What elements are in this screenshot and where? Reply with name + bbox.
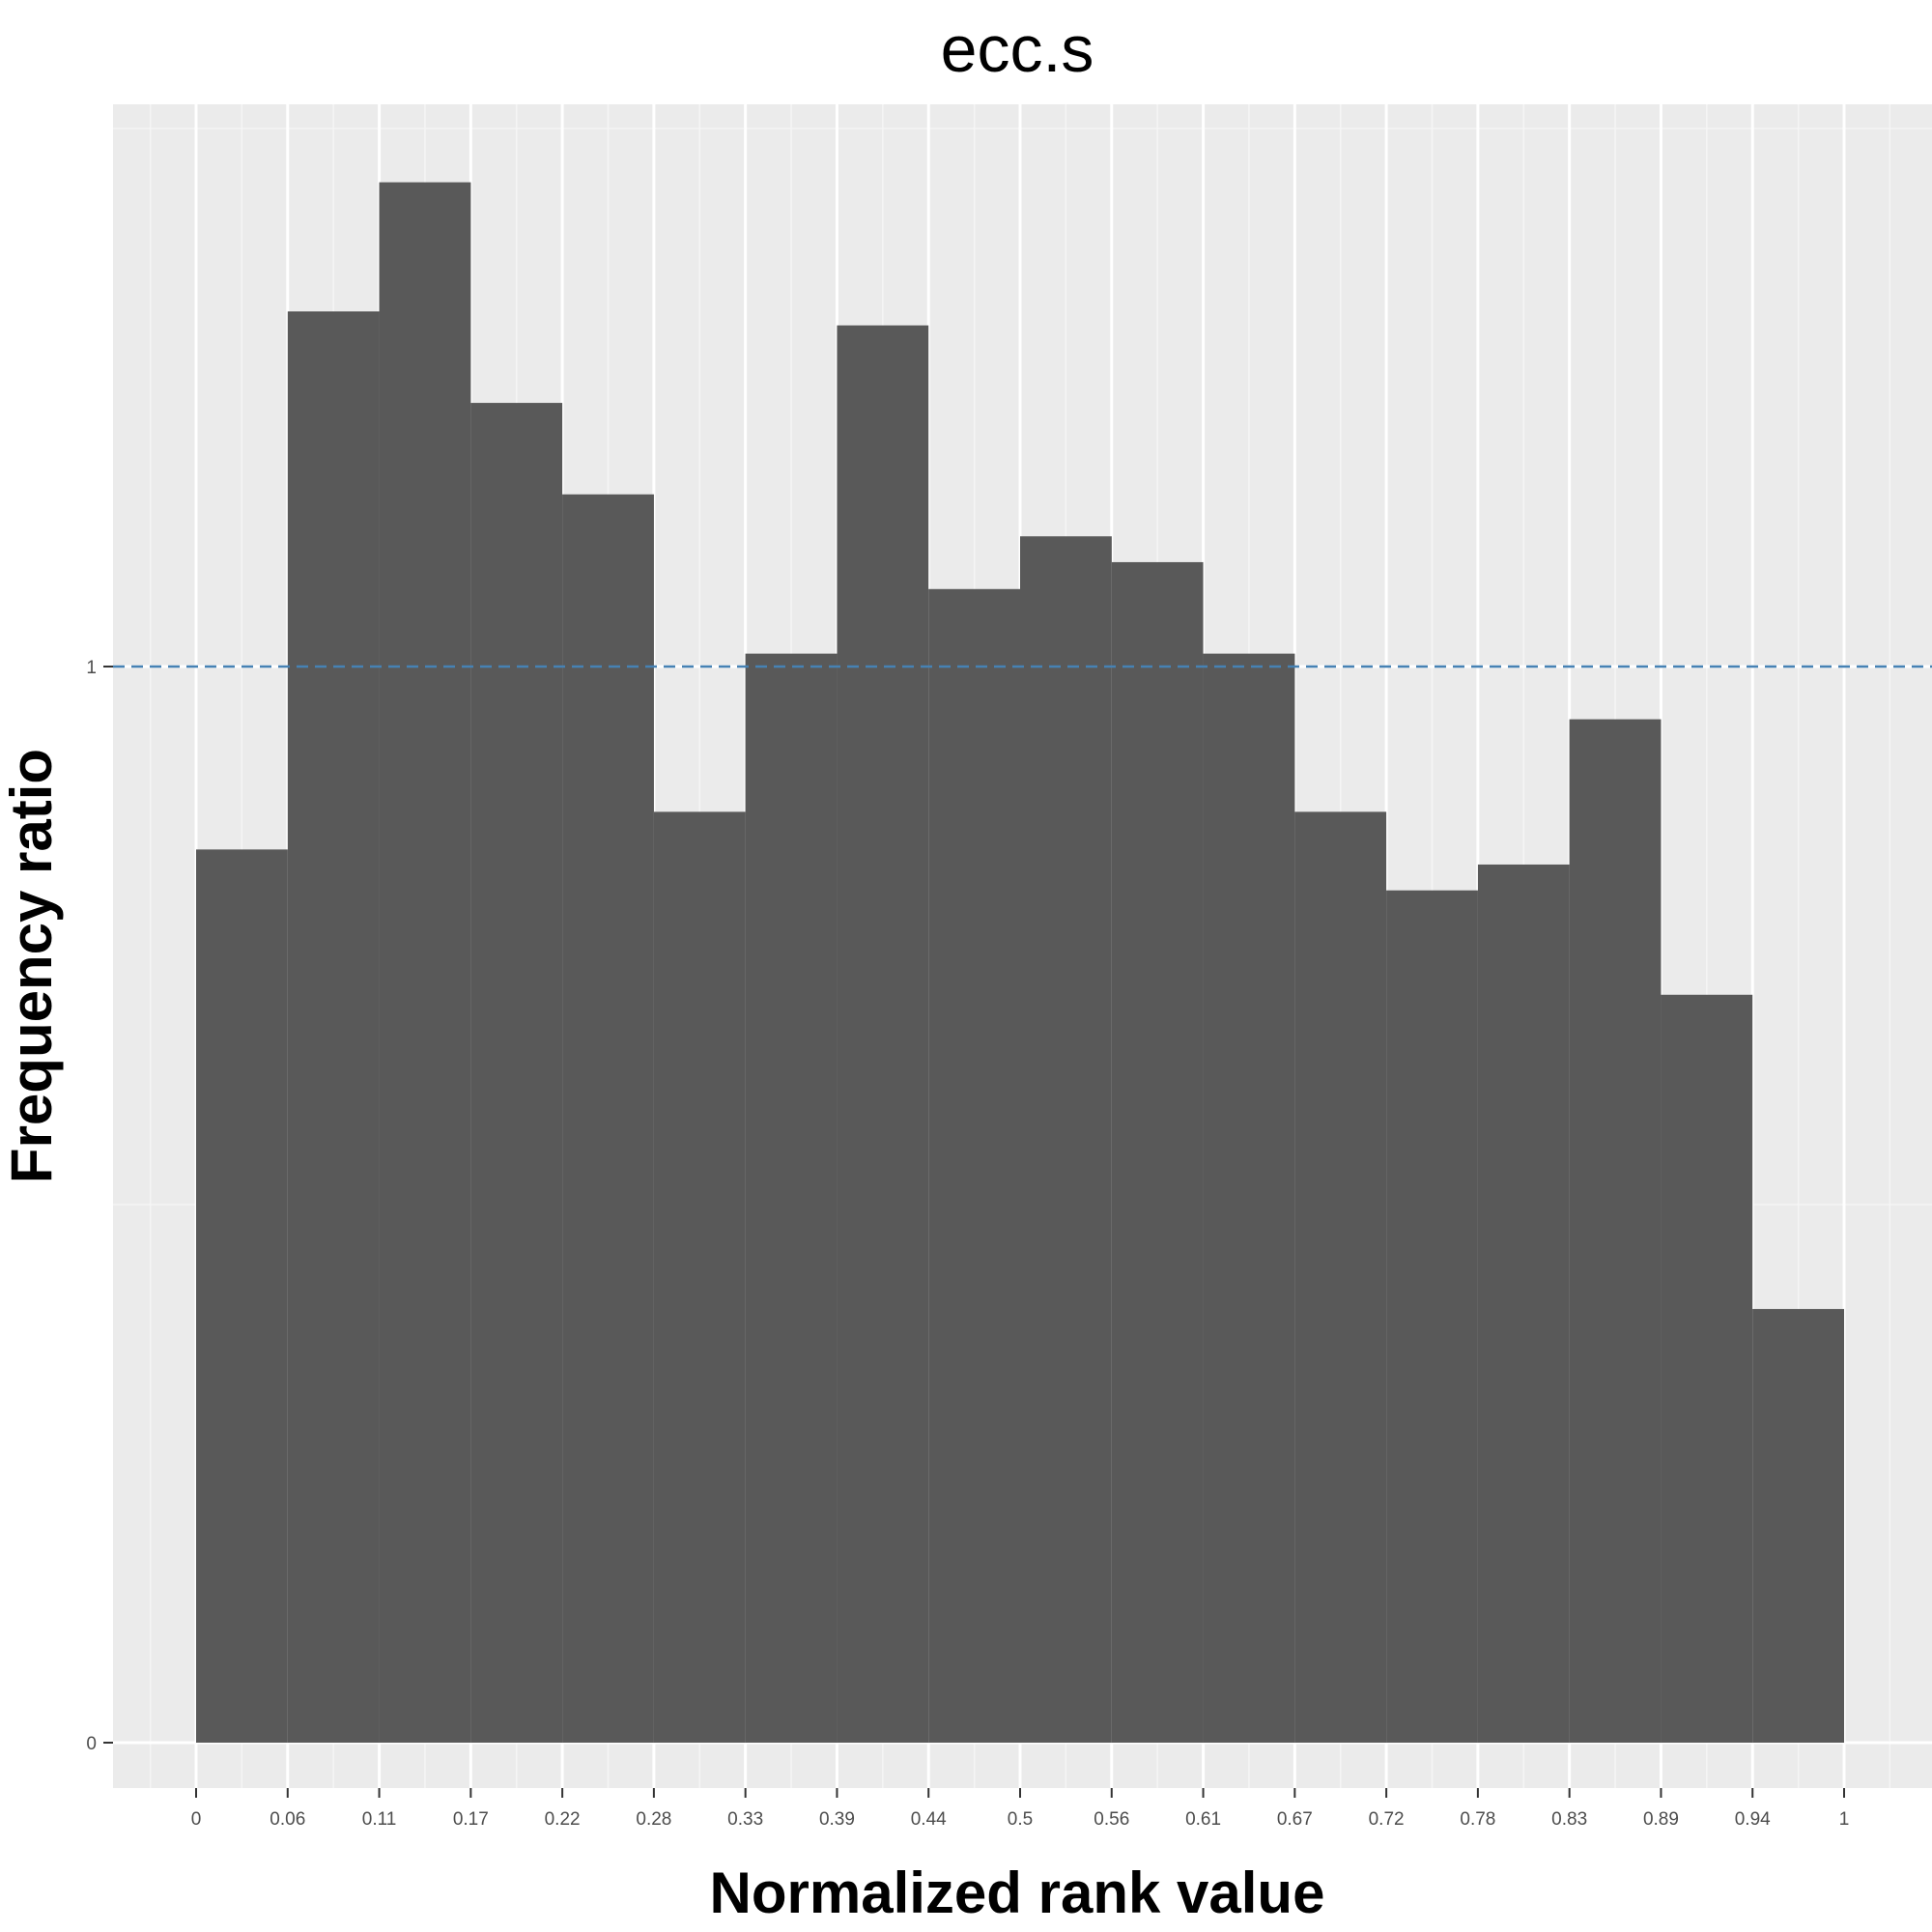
chart-title: ecc.s: [941, 13, 1094, 86]
histogram-bar: [1752, 1309, 1844, 1743]
histogram-bar: [287, 311, 380, 1743]
histogram-bar: [1294, 811, 1387, 1743]
x-tick-label: 0.89: [1643, 1809, 1679, 1830]
x-tick-label: 0.33: [727, 1809, 763, 1830]
histogram-bar: [1020, 536, 1112, 1743]
x-tick-label: 0.56: [1094, 1809, 1129, 1830]
x-tick-label: 0.06: [270, 1809, 305, 1830]
x-tick-label: 0.44: [911, 1809, 947, 1830]
x-tick-label: 0.28: [636, 1809, 671, 1830]
x-tick-label: 0.22: [545, 1809, 581, 1830]
x-tick-label: 0.72: [1369, 1809, 1405, 1830]
x-axis-title: Normalized rank value: [710, 1861, 1325, 1925]
x-tick-label: 1: [1839, 1809, 1850, 1830]
histogram-bar: [1386, 890, 1478, 1743]
x-tick-label: 0.83: [1551, 1809, 1587, 1830]
x-tick-label: 0.94: [1735, 1809, 1771, 1830]
x-tick-label: 0.11: [362, 1809, 397, 1830]
histogram-bar: [470, 403, 563, 1743]
y-axis-title: Frequency ratio: [0, 749, 64, 1183]
histogram-bar: [1661, 994, 1753, 1743]
histogram-bar: [1569, 719, 1662, 1744]
histogram-bar: [562, 494, 654, 1743]
histogram-bar: [928, 588, 1020, 1743]
histogram-bar: [1111, 561, 1204, 1743]
x-axis: 0 0.06 0.11 0.17 0.22 0.28 0.33 0.39 0.44 0.5 0.56…: [191, 1788, 1850, 1830]
histogram-bar: [837, 325, 929, 1743]
histogram-bar: [745, 653, 838, 1743]
x-tick-label: 0.17: [453, 1809, 489, 1830]
histogram-bar: [196, 849, 288, 1743]
x-tick-label: 0.5: [1008, 1809, 1033, 1830]
x-tick-label: 0: [191, 1809, 202, 1830]
y-tick-label: 0: [86, 1734, 97, 1754]
histogram-bar: [1477, 864, 1570, 1743]
y-tick-label: 1: [86, 658, 97, 678]
histogram-bar: [653, 811, 746, 1743]
x-tick-label: 0.67: [1277, 1809, 1313, 1830]
histogram-bar: [1203, 653, 1295, 1743]
y-axis: 01: [86, 658, 113, 1754]
histogram-bar: [379, 182, 471, 1744]
x-tick-label: 0.39: [819, 1809, 855, 1830]
histogram-bars: [196, 182, 1844, 1744]
x-tick-label: 0.61: [1185, 1809, 1221, 1830]
x-tick-label: 0.78: [1460, 1809, 1495, 1830]
